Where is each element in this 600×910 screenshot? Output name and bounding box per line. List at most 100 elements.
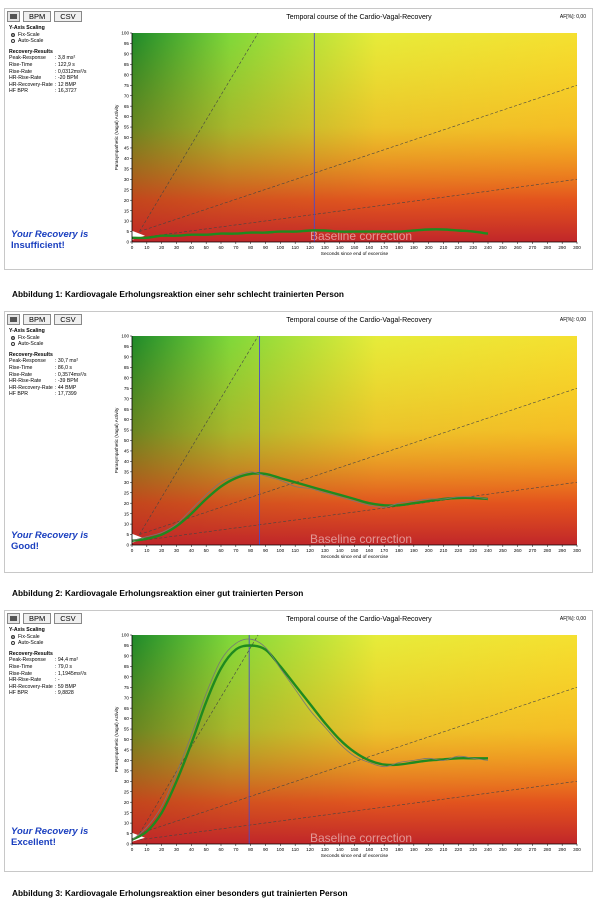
- y-tick-label: 45: [124, 449, 130, 454]
- chart-icon[interactable]: [7, 11, 20, 22]
- reference-line: [139, 84, 578, 232]
- recovery-panel-3: BPM CSV AF[%]: 0,00 Temporal course of t…: [4, 610, 593, 872]
- chart-icon[interactable]: [7, 314, 20, 325]
- result-key: HF BPR: [9, 88, 29, 95]
- y-tick-label: 40: [124, 459, 130, 464]
- x-tick-label: 150: [351, 245, 359, 250]
- x-tick-label: 10: [144, 548, 150, 553]
- af-label: AF[%]: 0,00: [559, 14, 586, 20]
- x-tick-label: 230: [469, 245, 477, 250]
- y-tick-label: 100: [121, 334, 129, 339]
- results-list: Peak-Response: 3,8 ms² Rise-Time: 122,9 s…: [9, 55, 129, 95]
- y-tick-label: 80: [124, 72, 130, 77]
- radio-dot[interactable]: [11, 39, 15, 44]
- result-key: Peak-Response: [9, 657, 46, 664]
- reference-line: [139, 634, 259, 834]
- x-tick-label: 180: [395, 245, 403, 250]
- x-tick-label: 220: [454, 245, 462, 250]
- reference-line: [139, 32, 259, 232]
- x-tick-label: 70: [233, 847, 239, 852]
- x-tick-label: 230: [469, 548, 477, 553]
- result-key: Rise-Rate: [9, 371, 33, 378]
- y-tick-label: 15: [124, 511, 130, 516]
- csv-button[interactable]: CSV: [54, 613, 82, 624]
- csv-button[interactable]: CSV: [54, 11, 82, 22]
- y-tick-label: 55: [124, 428, 130, 433]
- result-key: HR-Recovery-Rate: [9, 81, 53, 88]
- x-tick-label: 70: [233, 548, 239, 553]
- x-tick-label: 270: [529, 245, 537, 250]
- af-label: AF[%]: 0,00: [559, 317, 586, 323]
- y-tick-label: 5: [126, 831, 129, 836]
- x-tick-label: 90: [263, 847, 269, 852]
- y-tick-label: 40: [124, 758, 130, 763]
- radio-dot-selected[interactable]: [11, 335, 15, 340]
- x-tick-label: 280: [543, 847, 551, 852]
- reference-line: [139, 387, 578, 535]
- auto-scale-radio[interactable]: Auto-Scale: [9, 38, 129, 45]
- auto-scale-radio[interactable]: Auto-Scale: [9, 341, 129, 348]
- result-value: : 9,8828: [55, 690, 74, 697]
- result-key: HR-Rise-Rate: [9, 75, 42, 82]
- radio-label: Auto-Scale: [18, 38, 44, 45]
- x-tick-label: 30: [174, 548, 180, 553]
- x-tick-label: 100: [276, 245, 284, 250]
- x-tick-label: 80: [248, 548, 254, 553]
- radio-dot-selected[interactable]: [11, 32, 15, 37]
- figure-caption-3: Abbildung 3: Kardiovagale Erholungsreakt…: [12, 888, 348, 898]
- bpm-button[interactable]: BPM: [23, 613, 52, 624]
- x-tick-label: 140: [336, 548, 344, 553]
- chart-title: Temporal course of the Cardio-Vagal-Reco…: [286, 317, 432, 324]
- fix-scale-radio[interactable]: Fix-Scale: [9, 32, 129, 39]
- x-tick-label: 0: [131, 847, 134, 852]
- result-value: : 3,8 ms²: [55, 55, 76, 62]
- y-tick-label: 90: [124, 52, 130, 57]
- x-tick-label: 130: [321, 245, 329, 250]
- x-tick-label: 0: [131, 245, 134, 250]
- result-value: : -20 BPM: [55, 75, 79, 82]
- fix-scale-radio[interactable]: Fix-Scale: [9, 634, 129, 641]
- x-tick-label: 190: [410, 548, 418, 553]
- y-tick-label: 55: [124, 125, 130, 130]
- x-axis-label: Seconds since end of excercise: [321, 554, 389, 560]
- y-tick-label: 25: [124, 490, 130, 495]
- y-tick-label: 90: [124, 654, 130, 659]
- y-axis-label: Parasympathetic (Vagal) Activity: [114, 706, 119, 772]
- fix-scale-radio[interactable]: Fix-Scale: [9, 335, 129, 342]
- y-tick-label: 50: [124, 438, 130, 443]
- x-tick-label: 220: [454, 847, 462, 852]
- left-info: Y-Axis Scaling Fix-Scale Auto-Scale Reco…: [9, 25, 129, 95]
- auto-scale-radio[interactable]: Auto-Scale: [9, 640, 129, 647]
- y-tick-label: 35: [124, 166, 130, 171]
- y-tick-label: 75: [124, 685, 130, 690]
- result-value: : -39 BPM: [55, 378, 79, 385]
- csv-button[interactable]: CSV: [54, 314, 82, 325]
- x-tick-label: 180: [395, 847, 403, 852]
- x-tick-label: 110: [292, 245, 300, 250]
- y-tick-label: 0: [126, 543, 129, 548]
- result-row: HF BPR: 16,3727: [9, 88, 129, 95]
- y-tick-label: 80: [124, 375, 130, 380]
- x-axis-label: Seconds since end of excercise: [321, 853, 389, 859]
- y-tick-label: 25: [124, 187, 130, 192]
- result-key: HF BPR: [9, 391, 29, 398]
- result-row: Rise-Time: 86,0 s: [9, 365, 129, 372]
- y-tick-label: 20: [124, 800, 130, 805]
- chart-icon[interactable]: [7, 613, 20, 624]
- result-value: : 30,7 ms²: [55, 358, 79, 365]
- x-tick-label: 170: [380, 245, 388, 250]
- radio-dot[interactable]: [11, 342, 15, 347]
- results-heading: Recovery-Results: [9, 48, 53, 55]
- y-tick-label: 85: [124, 664, 130, 669]
- y-tick-label: 20: [124, 198, 130, 203]
- x-tick-label: 110: [292, 847, 300, 852]
- radio-dot-selected[interactable]: [11, 634, 15, 639]
- bpm-button[interactable]: BPM: [23, 314, 52, 325]
- radio-dot[interactable]: [11, 641, 15, 646]
- result-key: Rise-Time: [9, 61, 33, 68]
- plot-background-overlay: [132, 336, 577, 545]
- y-tick-label: 70: [124, 695, 130, 700]
- bpm-button[interactable]: BPM: [23, 11, 52, 22]
